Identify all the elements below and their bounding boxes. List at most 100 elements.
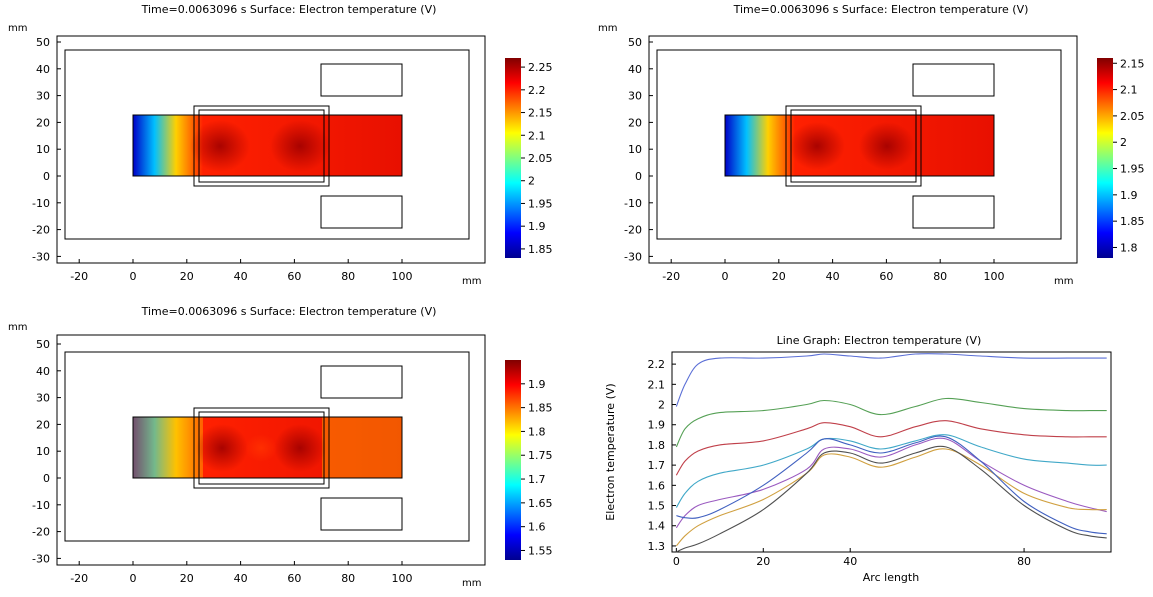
colorbar-tick-label: 2.05 <box>1120 110 1145 123</box>
y-tick-label: 1.6 <box>648 479 666 492</box>
y-tick-label: 40 <box>36 365 50 378</box>
colorbar-tick-label: 2 <box>1120 136 1127 149</box>
surface-plot-panel-2: Time=0.0063096 s Surface: Electron tempe… <box>598 3 1145 287</box>
x-tick-label: 80 <box>341 270 355 283</box>
x-tick-label: 20 <box>180 572 194 585</box>
outer-domain-boundary <box>64 351 470 542</box>
x-tick-label: 20 <box>772 270 786 283</box>
coil-outer <box>785 105 922 187</box>
x-tick-label: 0 <box>722 270 729 283</box>
colorbar-ticks: 2.15 2.1 2.05 2 1.95 1.9 1.85 1.8 <box>1113 57 1145 254</box>
y-tick-label: 0 <box>43 170 50 183</box>
line-graph-x-ticks: 0 20 40 80 <box>673 548 1031 568</box>
y-tick-label: 2 <box>658 399 665 412</box>
x-ticks: -20 0 20 40 60 80 100 <box>662 259 1005 283</box>
y-tick-label: 1.7 <box>648 459 666 472</box>
x-tick-label: 80 <box>341 572 355 585</box>
y-tick-label: 50 <box>36 338 50 351</box>
lower-electrode <box>320 497 403 531</box>
colorbar-ticks: 1.9 1.85 1.8 1.75 1.7 1.65 1.6 1.55 <box>521 378 553 557</box>
colorbar-tick-label: 2.1 <box>1120 84 1138 97</box>
x-ticks: -20 0 20 40 60 80 100 <box>70 259 413 283</box>
colorbar-tick-label: 2.15 <box>528 107 553 120</box>
line-graph-axes <box>671 351 1112 553</box>
surface-plot-panel-1: Time=0.0063096 s Surface: Electron tempe… <box>8 3 553 287</box>
colorbar-tick-label: 1.6 <box>528 521 546 534</box>
surface-plot-panel-3: Time=0.0063096 s Surface: Electron tempe… <box>8 305 553 589</box>
y-tick-label: -20 <box>32 526 50 539</box>
temperature-surface <box>132 416 403 479</box>
y-tick-label: 1.5 <box>648 500 666 513</box>
series-line-6 <box>675 448 1107 547</box>
x-tick-label: 0 <box>130 572 137 585</box>
outer-domain-boundary <box>656 49 1062 240</box>
plot-title: Time=0.0063096 s Surface: Electron tempe… <box>141 3 437 16</box>
x-tick-label: 20 <box>180 270 194 283</box>
y-tick-label: 40 <box>628 63 642 76</box>
x-tick-label: 40 <box>234 270 248 283</box>
line-graph-title: Line Graph: Electron temperature (V) <box>777 334 982 347</box>
y-tick-label: 20 <box>628 116 642 129</box>
x-tick-label: 40 <box>843 555 857 568</box>
y-axis-label: Electron temperature (V) <box>604 383 617 520</box>
colorbar-tick-label: 1.85 <box>528 243 553 256</box>
y-tick-label: 1.3 <box>648 540 666 553</box>
y-tick-label: 30 <box>628 90 642 103</box>
coil-inner <box>790 109 917 183</box>
y-ticks: 50 40 30 20 10 0 -10 -20 -30 <box>624 36 653 263</box>
y-tick-label: 0 <box>43 472 50 485</box>
y-tick-label: 40 <box>36 63 50 76</box>
x-axis-label: Arc length <box>863 571 919 584</box>
x-tick-label: 40 <box>234 572 248 585</box>
y-unit-label: mm <box>598 23 617 34</box>
x-tick-label: 40 <box>826 270 840 283</box>
colorbar-tick-label: 1.8 <box>1120 241 1138 254</box>
coil-inner <box>198 411 325 485</box>
colorbar <box>1097 58 1113 258</box>
colorbar-tick-label: 2.05 <box>528 152 553 165</box>
temperature-surface <box>724 114 995 177</box>
colorbar-tick-label: 1.7 <box>528 473 546 486</box>
colorbar-tick-label: 1.85 <box>528 402 553 415</box>
line-graph-panel: Line Graph: Electron temperature (V) 2.2… <box>604 334 1112 584</box>
x-tick-label: -20 <box>662 270 680 283</box>
coil-outer <box>193 407 330 489</box>
colorbar-tick-label: 1.65 <box>528 497 553 510</box>
y-tick-label: 30 <box>36 90 50 103</box>
x-tick-label: 60 <box>879 270 893 283</box>
colorbar-tick-label: 2.1 <box>528 129 546 142</box>
colorbar-tick-label: 1.75 <box>528 449 553 462</box>
colorbar-tick-label: 1.55 <box>528 544 553 557</box>
y-tick-label: -20 <box>624 224 642 237</box>
y-tick-label: 30 <box>36 392 50 405</box>
outer-domain-boundary <box>64 49 470 240</box>
x-tick-label: 0 <box>130 270 137 283</box>
y-tick-label: -10 <box>32 499 50 512</box>
lower-electrode <box>912 195 995 229</box>
upper-electrode <box>320 365 403 399</box>
line-graph-series <box>675 353 1107 553</box>
colorbar-tick-label: 1.95 <box>1120 163 1145 176</box>
colorbar <box>505 58 521 258</box>
x-tick-label: 80 <box>933 270 947 283</box>
series-line-5 <box>675 437 1107 529</box>
coil-inner <box>198 109 325 183</box>
colorbar-ticks: 2.25 2.2 2.15 2.1 2.05 2 1.95 1.9 1.85 <box>521 61 553 256</box>
series-line-4 <box>675 434 1107 508</box>
x-unit-label: mm <box>462 276 481 287</box>
colorbar-tick-label: 2.25 <box>528 61 553 74</box>
x-ticks: -20 0 20 40 60 80 100 <box>70 561 413 585</box>
y-tick-label: 20 <box>36 116 50 129</box>
colorbar-tick-label: 1.85 <box>1120 215 1145 228</box>
colorbar <box>505 360 521 560</box>
colorbar-tick-label: 1.9 <box>528 378 546 391</box>
y-tick-label: 20 <box>36 418 50 431</box>
upper-electrode <box>912 63 995 97</box>
y-tick-label: 10 <box>36 445 50 458</box>
series-line-2 <box>675 397 1107 448</box>
coil-outer <box>193 105 330 187</box>
x-tick-label: 100 <box>392 270 413 283</box>
x-tick-label: 20 <box>756 555 770 568</box>
x-tick-label: 100 <box>984 270 1005 283</box>
